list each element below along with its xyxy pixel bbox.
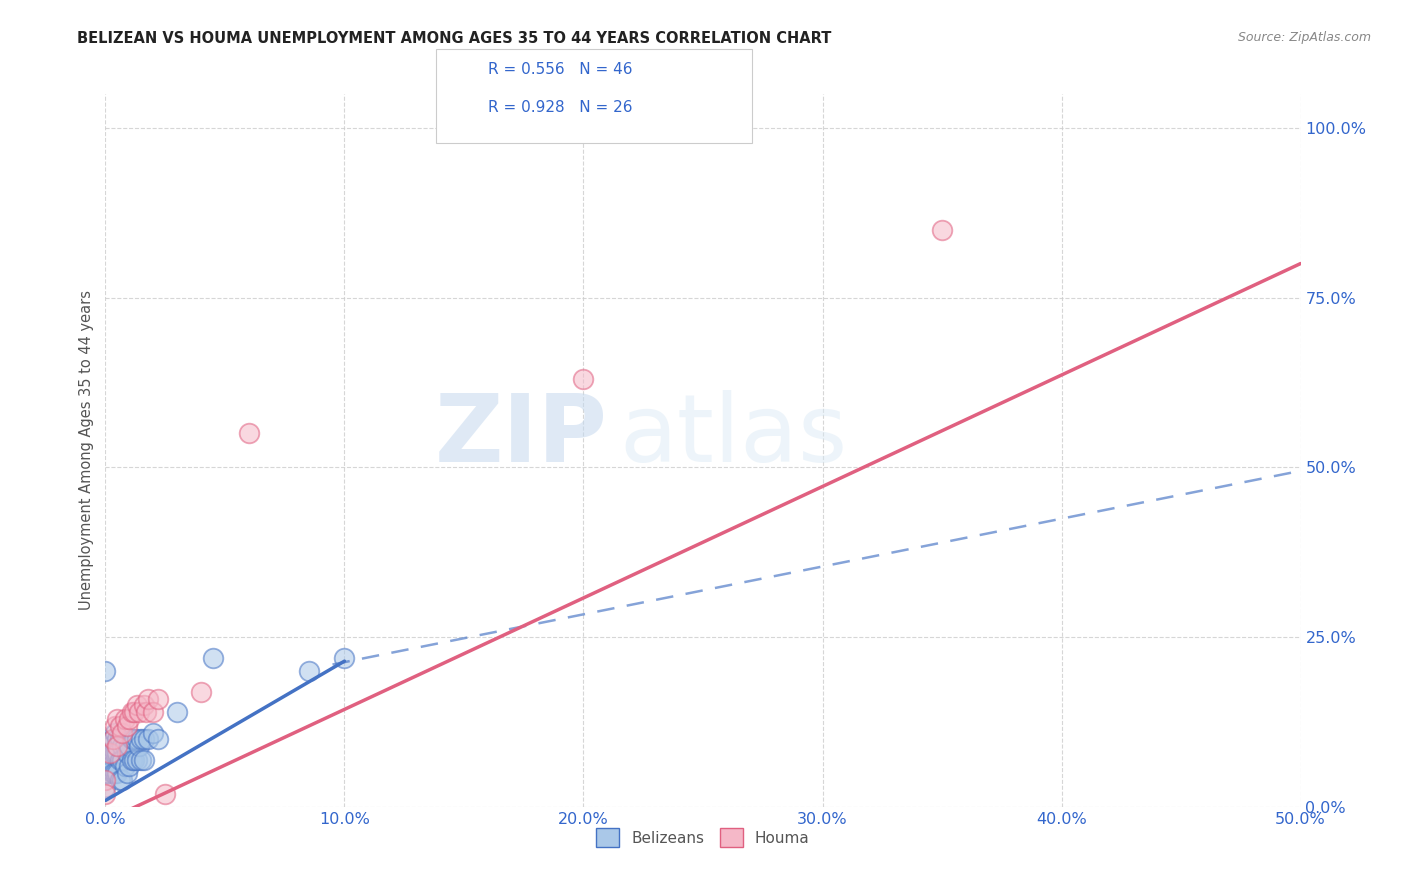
Point	[333, 650, 356, 665]
Legend: Belizeans, Houma: Belizeans, Houma	[591, 822, 815, 853]
Point	[107, 739, 129, 753]
Point	[118, 712, 141, 726]
Point	[108, 773, 131, 788]
Text: ZIP: ZIP	[434, 390, 607, 483]
Point	[122, 705, 145, 719]
Point	[107, 746, 129, 760]
Point	[190, 684, 212, 698]
Point	[138, 691, 160, 706]
Point	[94, 787, 117, 801]
Point	[121, 732, 143, 747]
Point	[238, 426, 260, 441]
Text: atlas: atlas	[619, 390, 848, 483]
Point	[132, 753, 155, 767]
Point	[146, 732, 169, 747]
Point	[111, 773, 134, 788]
Point	[122, 753, 145, 767]
Point	[104, 725, 127, 739]
Point	[115, 719, 138, 733]
Point	[108, 753, 131, 767]
Point	[146, 691, 169, 706]
Text: R = 0.928   N = 26: R = 0.928 N = 26	[488, 100, 633, 115]
Point	[132, 732, 155, 747]
Point	[128, 739, 150, 753]
Point	[572, 372, 595, 386]
Point	[101, 732, 124, 747]
Point	[129, 753, 153, 767]
Point	[111, 725, 134, 739]
Point	[101, 732, 124, 747]
Point	[94, 766, 117, 780]
Point	[98, 759, 121, 773]
Point	[108, 719, 131, 733]
Point	[121, 753, 143, 767]
Point	[97, 766, 120, 780]
Point	[135, 705, 157, 719]
Y-axis label: Unemployment Among Ages 35 to 44 years: Unemployment Among Ages 35 to 44 years	[79, 291, 94, 610]
Point	[931, 222, 953, 236]
Text: R = 0.556   N = 46: R = 0.556 N = 46	[488, 62, 633, 78]
Point	[111, 739, 134, 753]
Point	[104, 766, 127, 780]
Point	[101, 766, 124, 780]
Point	[166, 705, 188, 719]
Point	[104, 746, 127, 760]
Point	[142, 705, 165, 719]
Point	[128, 705, 150, 719]
Point	[114, 739, 136, 753]
Point	[98, 739, 121, 753]
Point	[125, 732, 148, 747]
Text: Source: ZipAtlas.com: Source: ZipAtlas.com	[1237, 31, 1371, 45]
Point	[298, 665, 321, 679]
Point	[132, 698, 155, 713]
Point	[125, 753, 148, 767]
Point	[94, 773, 117, 788]
Point	[107, 732, 129, 747]
Point	[101, 746, 124, 760]
Point	[118, 739, 141, 753]
Point	[98, 746, 121, 760]
Point	[94, 780, 117, 794]
Point	[122, 732, 145, 747]
Point	[153, 787, 177, 801]
Point	[118, 759, 141, 773]
Point	[114, 712, 136, 726]
Point	[97, 746, 120, 760]
Point	[125, 698, 148, 713]
Point	[104, 719, 127, 733]
Point	[129, 732, 153, 747]
Point	[121, 705, 143, 719]
Point	[114, 759, 136, 773]
Point	[94, 665, 117, 679]
Point	[115, 766, 138, 780]
Point	[142, 725, 165, 739]
Point	[111, 753, 134, 767]
Point	[107, 712, 129, 726]
Point	[107, 766, 129, 780]
Point	[108, 732, 131, 747]
Point	[115, 746, 138, 760]
Point	[138, 732, 160, 747]
Text: BELIZEAN VS HOUMA UNEMPLOYMENT AMONG AGES 35 TO 44 YEARS CORRELATION CHART: BELIZEAN VS HOUMA UNEMPLOYMENT AMONG AGE…	[77, 31, 832, 46]
Point	[202, 650, 225, 665]
